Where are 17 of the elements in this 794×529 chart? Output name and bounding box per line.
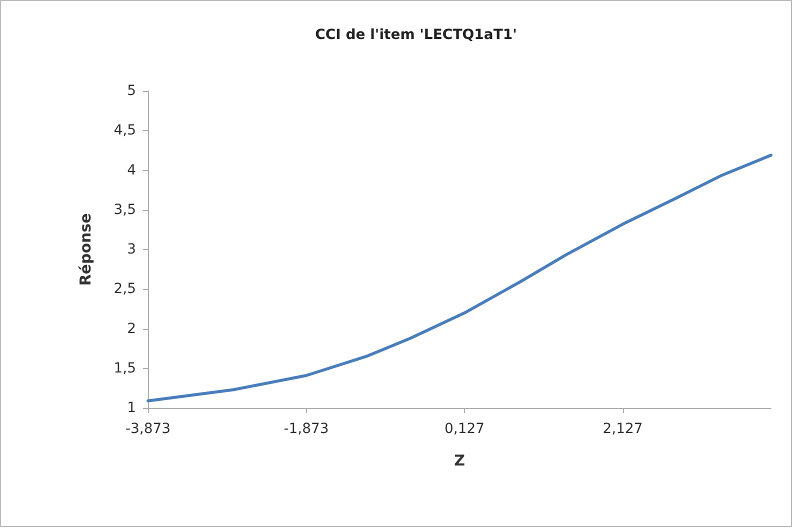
x-tick-label: -1,873 [284, 421, 329, 437]
y-tick-label: 3 [127, 242, 136, 258]
x-tick-label: 0,127 [444, 421, 485, 437]
y-tick-label: 2,5 [114, 281, 136, 298]
y-tick-label: 4,5 [114, 122, 136, 139]
y-tick-label: 2 [127, 320, 136, 337]
y-tick-label: 5 [127, 83, 136, 99]
chart-title: CCI de l'item 'LECTQ1aT1' [315, 27, 517, 43]
y-tick-label: 1,5 [114, 360, 136, 376]
y-axis-title: Réponse [76, 213, 94, 286]
y-tick-label: 1 [127, 400, 136, 416]
y-tick-label: 4 [127, 162, 136, 178]
x-axis-title: Z [454, 452, 466, 470]
line-series [146, 154, 772, 402]
x-tick-label: 2,127 [602, 421, 643, 437]
y-tick-label: 3,5 [114, 202, 136, 218]
x-tick-label: -3,873 [125, 421, 171, 437]
